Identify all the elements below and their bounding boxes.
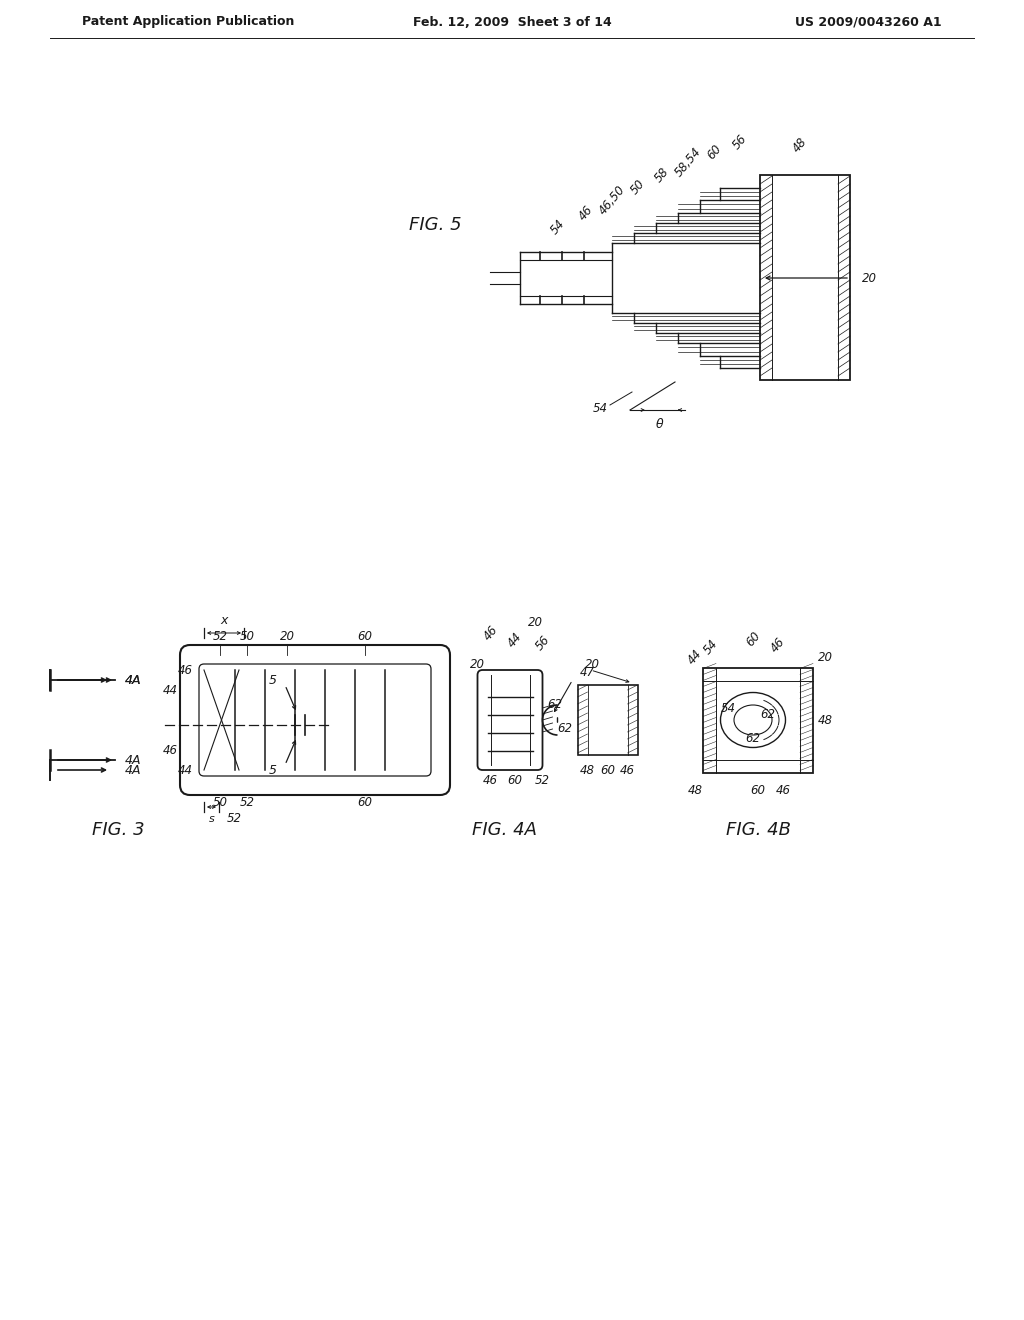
Bar: [760, 176, 850, 380]
Text: 62: 62: [547, 698, 562, 711]
Text: 52: 52: [535, 774, 550, 787]
Text: 54: 54: [701, 638, 721, 657]
Text: 50: 50: [628, 177, 648, 197]
Text: 62: 62: [745, 731, 761, 744]
Text: 58: 58: [652, 165, 672, 185]
Text: 20: 20: [470, 659, 485, 672]
Text: 52: 52: [240, 796, 255, 809]
Text: 62: 62: [761, 709, 775, 722]
Bar: [703, 668, 813, 772]
Bar: [578, 685, 638, 755]
Text: 20: 20: [818, 651, 833, 664]
Text: 50: 50: [213, 796, 227, 809]
Text: x: x: [220, 615, 227, 627]
Text: 60: 60: [751, 784, 766, 797]
Text: Patent Application Publication: Patent Application Publication: [82, 16, 294, 29]
Text: FIG. 4A: FIG. 4A: [472, 821, 538, 840]
Text: 60: 60: [357, 631, 373, 644]
Text: 20: 20: [585, 659, 600, 672]
Text: 56: 56: [532, 634, 552, 653]
Text: 52: 52: [226, 813, 242, 825]
Text: 4A: 4A: [125, 673, 141, 686]
Text: US 2009/0043260 A1: US 2009/0043260 A1: [796, 16, 942, 29]
Text: 54: 54: [593, 401, 607, 414]
Text: 46,50: 46,50: [596, 183, 628, 216]
Text: FIG. 5: FIG. 5: [409, 216, 462, 234]
Text: 52: 52: [213, 631, 227, 644]
Text: 47: 47: [580, 665, 595, 678]
Text: 60: 60: [357, 796, 373, 809]
Text: 20: 20: [527, 616, 543, 630]
Text: 56: 56: [730, 132, 750, 152]
Text: 46: 46: [577, 203, 596, 223]
Text: 46: 46: [163, 743, 177, 756]
Text: 50: 50: [240, 631, 255, 644]
Text: 46: 46: [480, 623, 501, 643]
Text: 46: 46: [775, 784, 791, 797]
Text: 46: 46: [768, 635, 787, 656]
Text: 4A: 4A: [125, 673, 141, 686]
Text: 60: 60: [600, 763, 615, 776]
Text: 44: 44: [505, 630, 525, 649]
Text: 48: 48: [791, 135, 810, 154]
Text: 46: 46: [620, 763, 635, 776]
Text: 48: 48: [818, 714, 833, 726]
Text: 58,54: 58,54: [672, 145, 703, 180]
Text: 4A: 4A: [125, 763, 141, 776]
Text: 62: 62: [557, 722, 572, 734]
Text: θ: θ: [656, 417, 664, 430]
Text: 54: 54: [548, 216, 567, 236]
Text: Feb. 12, 2009  Sheet 3 of 14: Feb. 12, 2009 Sheet 3 of 14: [413, 16, 611, 29]
Text: FIG. 3: FIG. 3: [92, 821, 144, 840]
Text: 48: 48: [580, 763, 595, 776]
Text: 5: 5: [269, 763, 278, 776]
Text: 46: 46: [177, 664, 193, 676]
Text: 44: 44: [177, 763, 193, 776]
Text: 46: 46: [483, 774, 498, 787]
Text: 60: 60: [705, 143, 724, 162]
Text: 20: 20: [862, 272, 877, 285]
Text: 48: 48: [687, 784, 702, 797]
Text: s: s: [209, 814, 214, 824]
Text: 20: 20: [280, 631, 295, 644]
Text: 54: 54: [721, 701, 735, 714]
Text: 60: 60: [508, 774, 522, 787]
Text: 4A: 4A: [125, 754, 141, 767]
Text: 44: 44: [685, 648, 705, 668]
Text: FIG. 4B: FIG. 4B: [725, 821, 791, 840]
Text: 60: 60: [743, 630, 763, 649]
Text: 5: 5: [269, 673, 278, 686]
Text: 44: 44: [163, 684, 177, 697]
